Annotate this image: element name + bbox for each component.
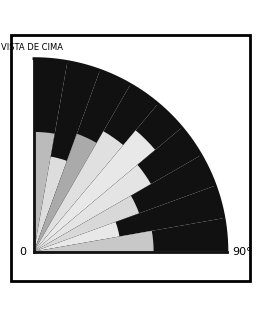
- Wedge shape: [34, 70, 131, 252]
- Text: 90°: 90°: [233, 246, 252, 257]
- Wedge shape: [34, 165, 151, 252]
- Wedge shape: [34, 62, 100, 252]
- Wedge shape: [34, 155, 215, 252]
- Wedge shape: [34, 132, 55, 252]
- Wedge shape: [34, 58, 67, 252]
- Wedge shape: [34, 218, 227, 252]
- Wedge shape: [34, 131, 155, 252]
- Wedge shape: [34, 84, 158, 252]
- Text: 0: 0: [19, 246, 26, 257]
- Wedge shape: [34, 156, 67, 252]
- Wedge shape: [34, 222, 119, 252]
- Wedge shape: [34, 128, 201, 252]
- Wedge shape: [34, 104, 182, 252]
- Wedge shape: [34, 185, 224, 252]
- Wedge shape: [34, 231, 154, 252]
- Wedge shape: [34, 131, 123, 252]
- Text: VISTA DE CIMA: VISTA DE CIMA: [1, 43, 63, 52]
- Wedge shape: [34, 134, 97, 252]
- Wedge shape: [34, 196, 139, 252]
